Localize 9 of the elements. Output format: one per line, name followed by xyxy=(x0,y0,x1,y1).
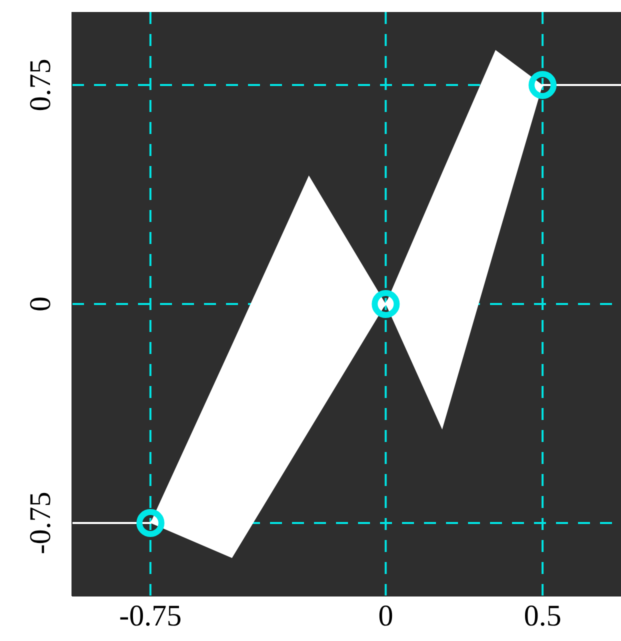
point xyxy=(136,509,164,537)
point xyxy=(372,290,400,318)
y-tick-label: -0.75 xyxy=(24,492,57,554)
x-tick-label: -0.75 xyxy=(119,599,182,632)
point xyxy=(528,71,557,99)
y-tick-label: 0 xyxy=(24,296,57,312)
x-tick-label: 0 xyxy=(378,599,394,632)
y-tick-label: 0.75 xyxy=(24,58,57,112)
x-tick-label: 0.5 xyxy=(524,599,562,632)
